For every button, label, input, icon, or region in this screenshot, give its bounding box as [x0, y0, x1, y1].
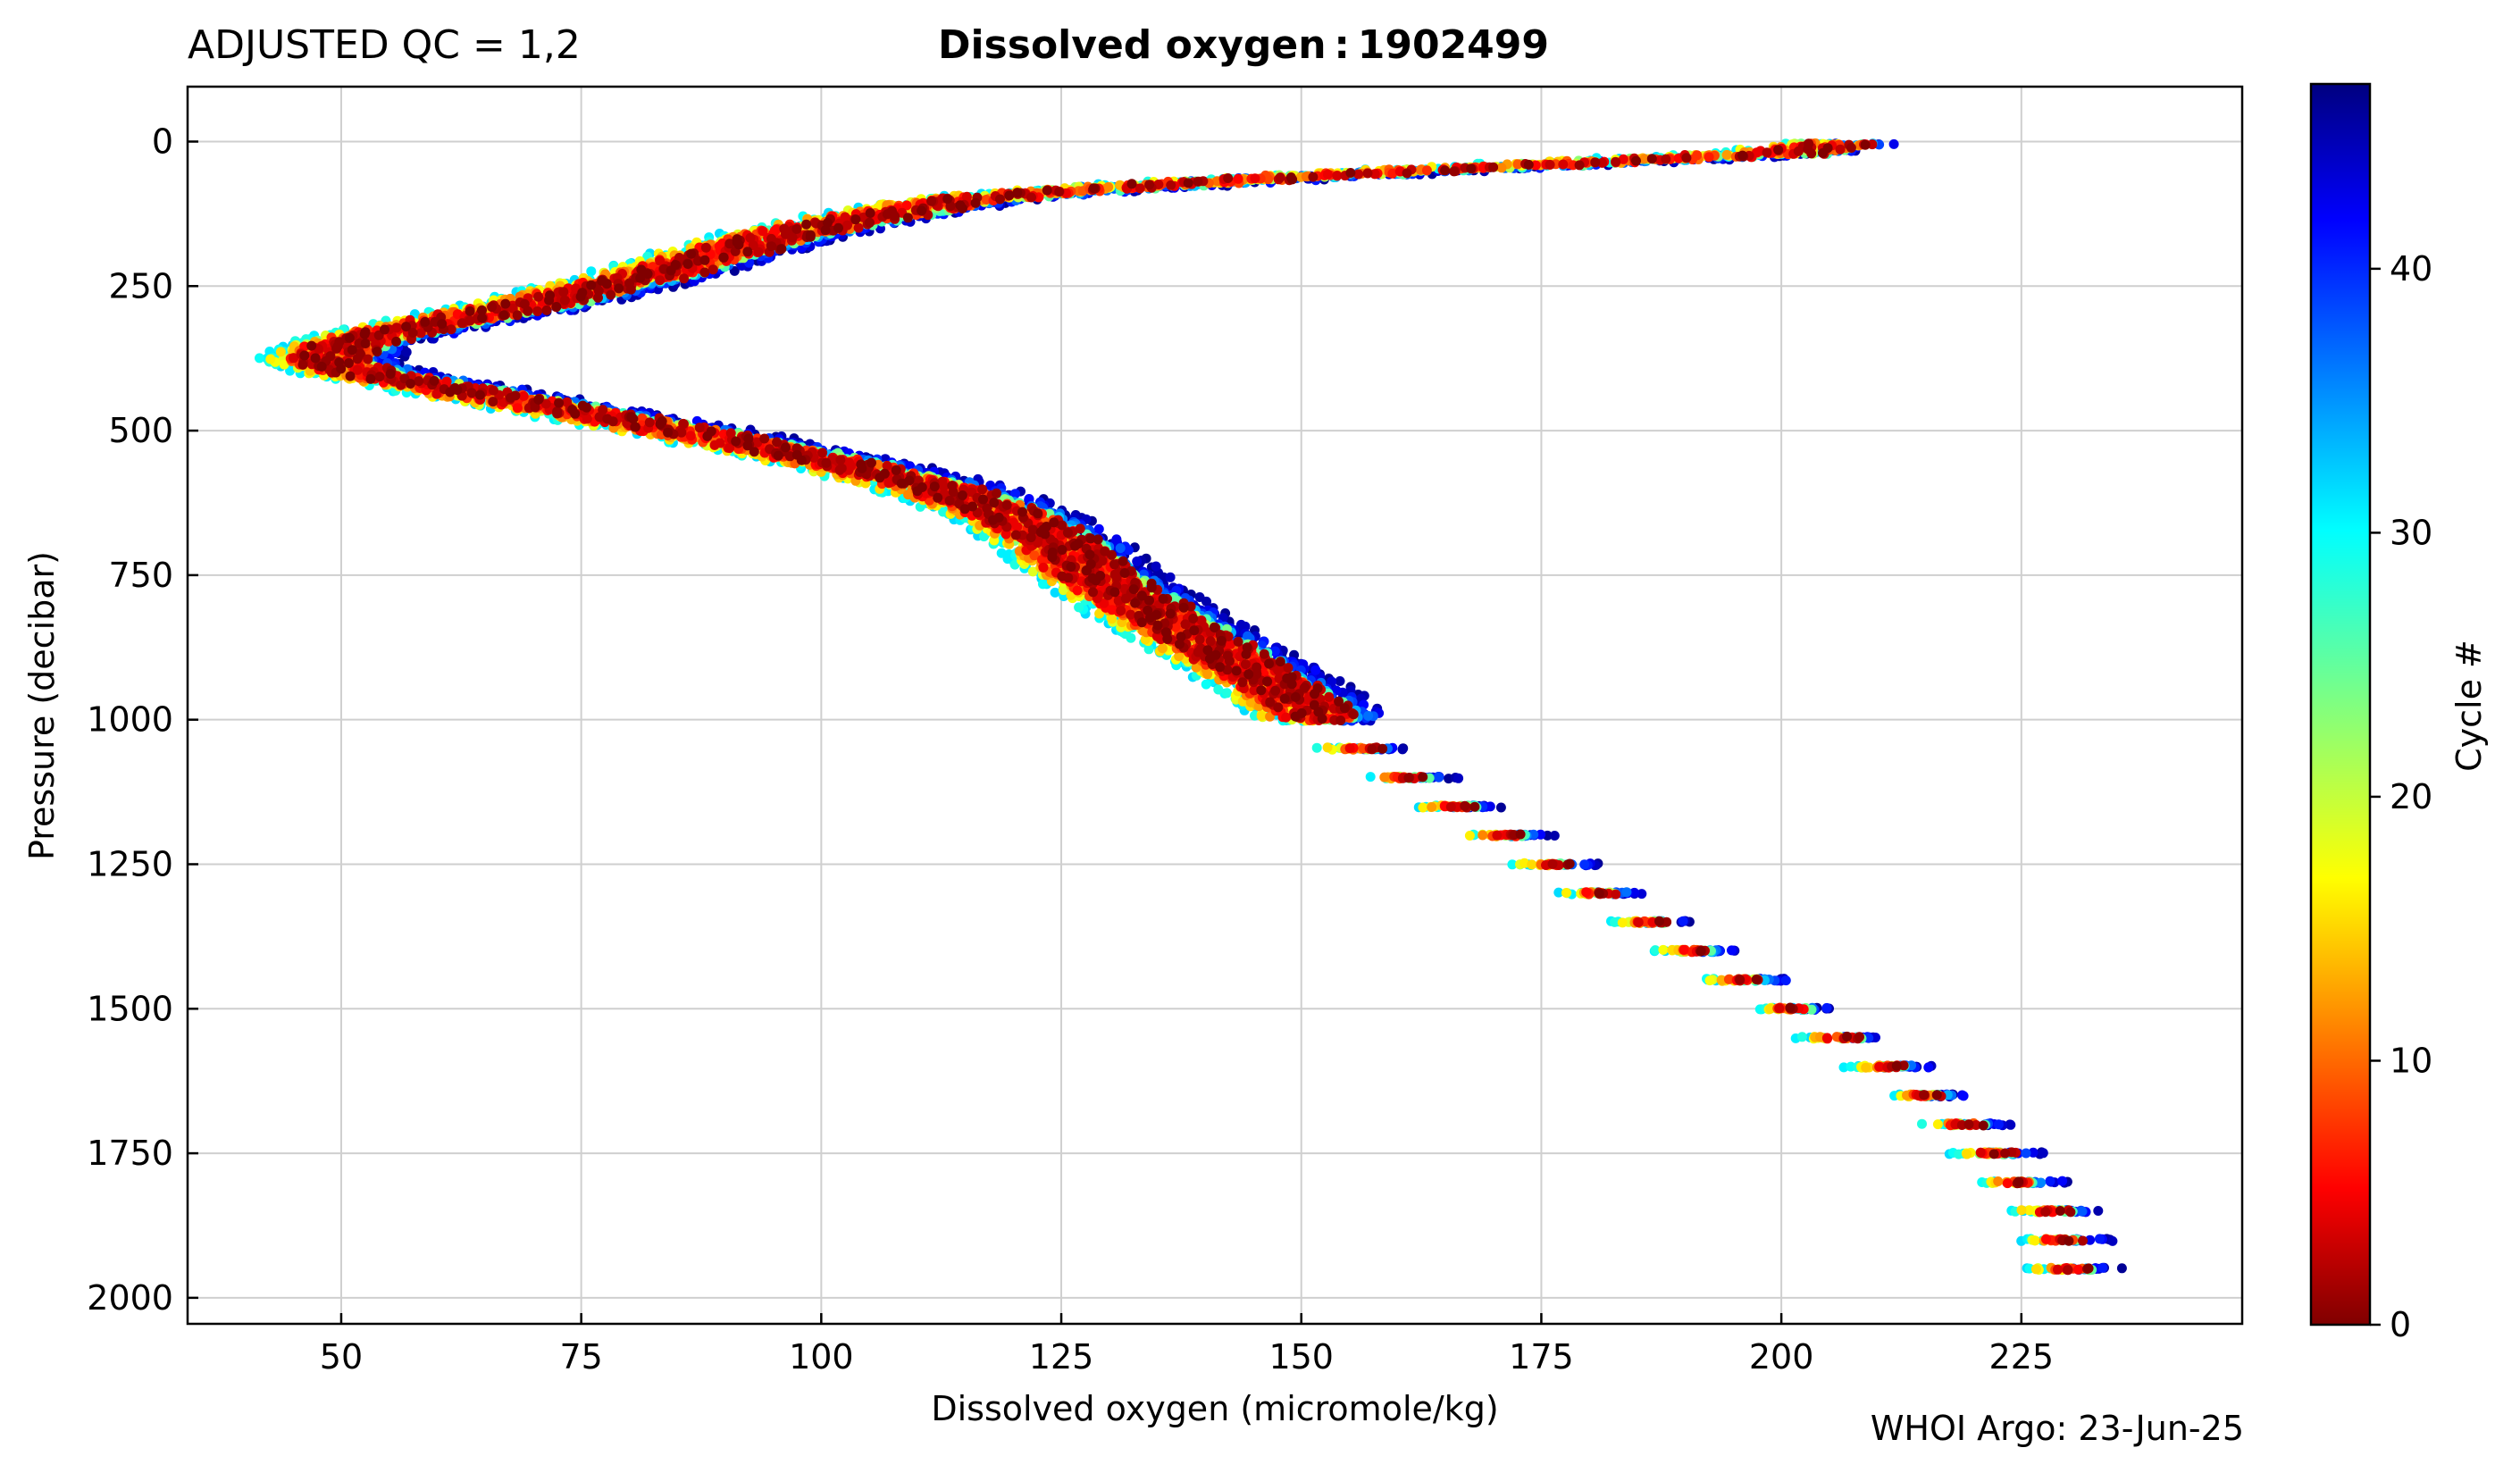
data-point [1010, 489, 1020, 499]
data-point [1363, 710, 1374, 721]
data-point [2036, 1177, 2047, 1188]
data-point [1143, 644, 1154, 655]
data-point [2097, 1262, 2108, 1273]
data-point [1074, 602, 1084, 613]
data-point [401, 347, 412, 357]
data-point [1796, 1032, 1807, 1042]
data-point [1507, 859, 1518, 870]
data-point [1917, 1118, 1927, 1129]
data-point [938, 506, 949, 517]
data-point [1201, 596, 1211, 607]
data-point [1888, 138, 1899, 149]
data-point [1621, 887, 1632, 898]
plot-area [188, 87, 2242, 1324]
data-point [1637, 889, 1647, 900]
data-point [1335, 676, 1345, 686]
data-point [586, 266, 597, 277]
data-point [1213, 684, 1224, 695]
data-point [2005, 1119, 2016, 1130]
data-point [1727, 945, 1737, 956]
data-point [255, 353, 264, 364]
data-point [1151, 561, 1161, 572]
data-point [1536, 829, 1546, 840]
data-point [1126, 632, 1136, 643]
data-point [1958, 1091, 1969, 1101]
data-point [1115, 543, 1126, 554]
data-point [2093, 1206, 2104, 1216]
data-point [1650, 945, 1661, 956]
data-point [2085, 1234, 2096, 1245]
data-point [1923, 1062, 1934, 1073]
data-point [1610, 916, 1620, 927]
data-point [2107, 1235, 2118, 1246]
data-point [2094, 1234, 2105, 1244]
data-point [1165, 572, 1176, 582]
data-point [979, 531, 989, 542]
grid [188, 87, 2242, 1324]
data-point [1222, 688, 1232, 699]
data-point [1050, 587, 1060, 598]
data-point [1549, 831, 1560, 841]
data-point [1310, 665, 1321, 675]
data-point [1132, 557, 1143, 566]
data-point [1954, 1149, 1964, 1159]
data-point [1553, 887, 1564, 898]
data-point [1123, 545, 1134, 556]
data-point [1453, 773, 1464, 783]
data-point [2116, 1263, 2127, 1274]
data-point [2077, 1206, 2088, 1217]
data-point [1495, 802, 1506, 813]
data-point [1678, 916, 1688, 926]
data-point [1838, 1062, 1849, 1073]
data-point [2045, 1176, 2055, 1186]
data-point [2038, 1148, 2048, 1159]
data-point [1579, 859, 1590, 870]
data-point [1365, 772, 1376, 783]
data-point [1093, 523, 1104, 534]
qc-label: ADJUSTED QC = 1,2 [188, 22, 581, 68]
data-point [2028, 1147, 2039, 1158]
data-point [1434, 772, 1444, 783]
data-point [285, 365, 296, 376]
data-point [1821, 1002, 1832, 1013]
data-point [2021, 1148, 2031, 1159]
data-point [2057, 1176, 2068, 1186]
data-point [1780, 975, 1791, 986]
data-point [1327, 676, 1337, 687]
data-point [1397, 744, 1408, 755]
data-point [1201, 679, 1211, 690]
data-points [255, 138, 2127, 1276]
data-point [1311, 742, 1322, 753]
chart-title: Dissolved oxygen : 1902499 [938, 22, 1549, 68]
data-point [1038, 579, 1048, 590]
data-point [1993, 1119, 2004, 1130]
